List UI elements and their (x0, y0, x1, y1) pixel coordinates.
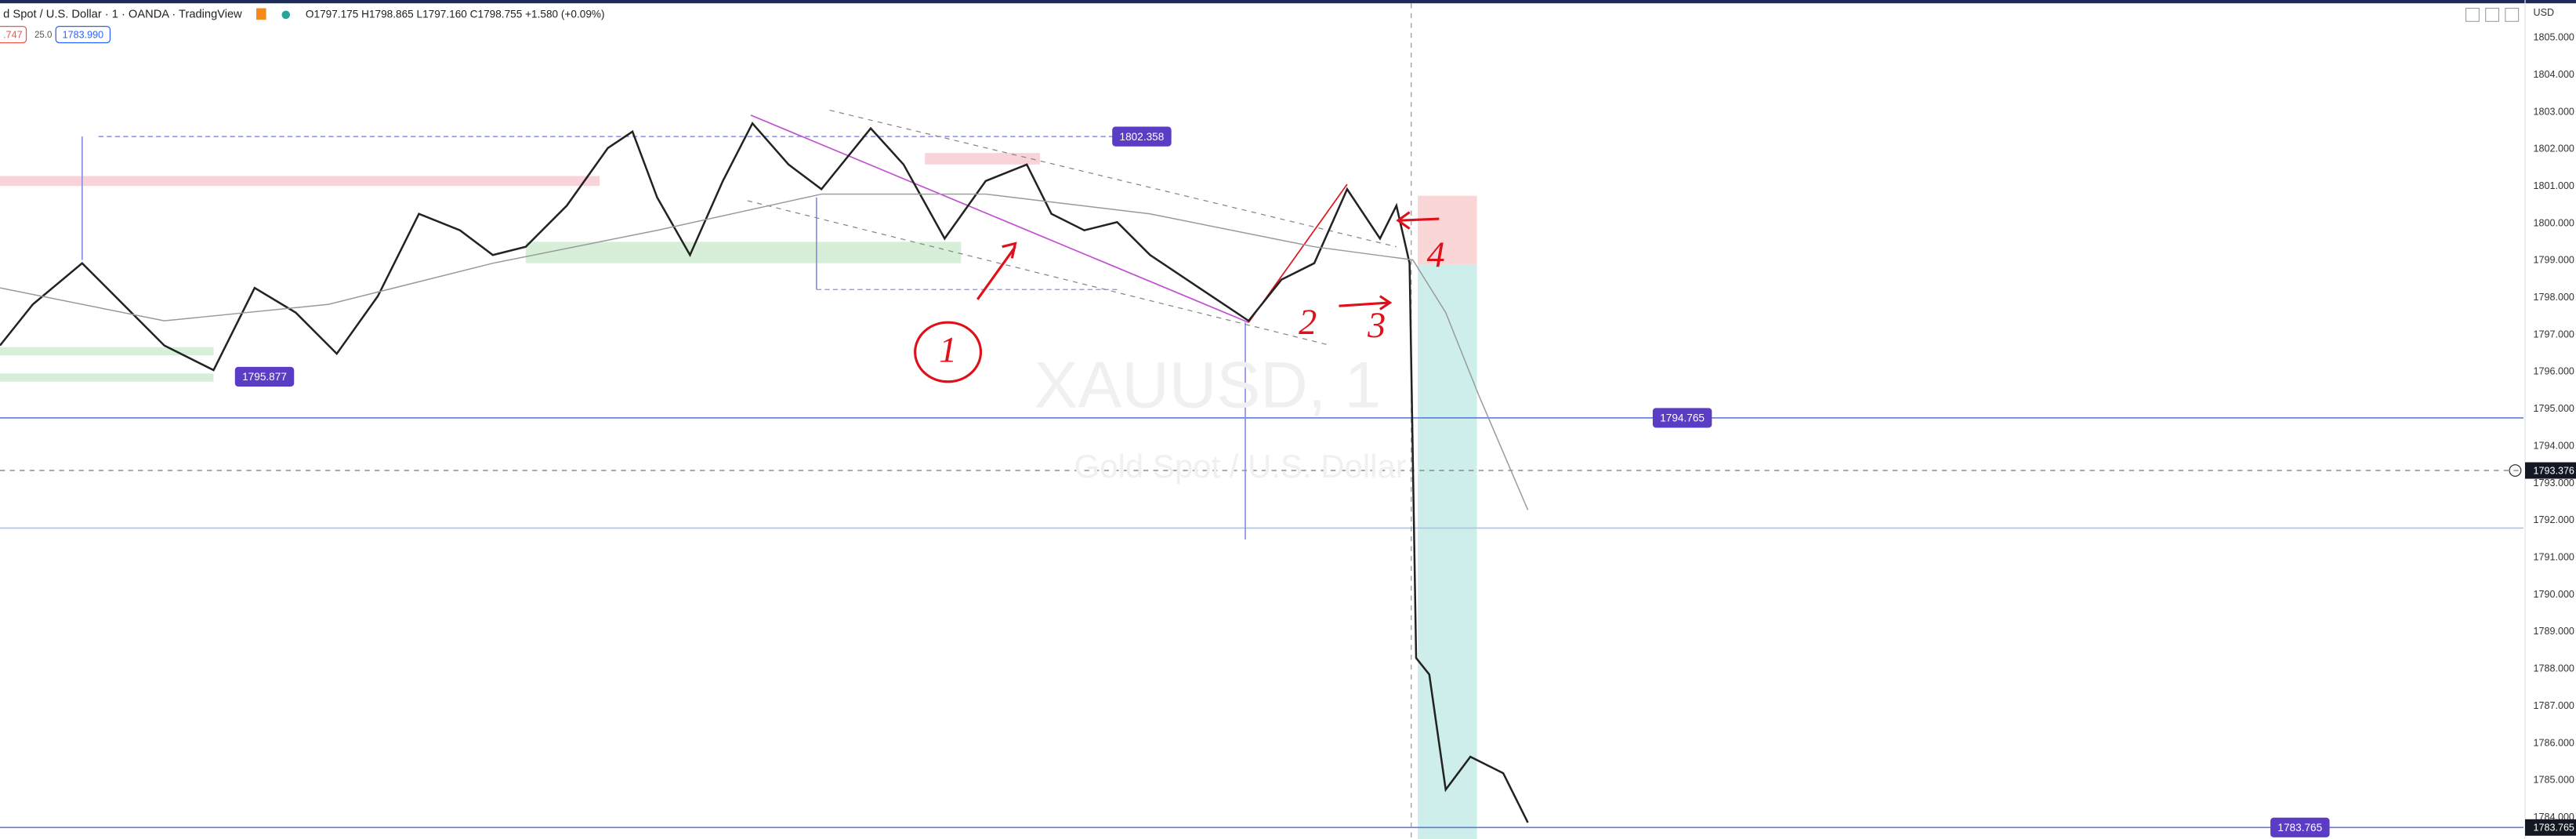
sell-price[interactable]: .747 (3, 29, 22, 40)
ohlc: O1797.175 H1798.865 L1797.160 C1798.755 … (306, 8, 605, 20)
price-axis-label: 1793.000 (2533, 478, 2574, 489)
annotation-arrow (1339, 295, 1393, 311)
spread: 25.0 (34, 31, 52, 40)
annotation: 2 (1299, 302, 1317, 342)
price-axis-label: 1790.000 (2533, 589, 2574, 600)
demand-zone (525, 242, 962, 263)
svg-text:1783.765: 1783.765 (2277, 822, 2322, 834)
price-axis-label: 1801.000 (2533, 180, 2574, 191)
price-axis-label: 1800.000 (2533, 217, 2574, 228)
channel-line (829, 109, 1397, 248)
last-price-label: 1783.765 (2525, 819, 2576, 836)
price-axis-label: 1802.000 (2533, 143, 2574, 154)
annotation-arrow (976, 242, 1017, 300)
moving-average (0, 193, 1529, 510)
price-axis-label: 1785.000 (2533, 775, 2574, 786)
price-tag: 1802.358 (1112, 126, 1172, 147)
price-axis-label: 1794.000 (2533, 440, 2574, 451)
price-axis-label: 1804.000 (2533, 69, 2574, 80)
watermark-description: Gold Spot / U.S. Dollar (1074, 448, 1407, 485)
demand-zone (0, 373, 214, 382)
price-tag: 1794.765 (1652, 408, 1712, 428)
price-axis-label: 1796.000 (2533, 366, 2574, 377)
svg-text:1793.376: 1793.376 (2533, 465, 2574, 476)
price-tag: 1795.877 (234, 366, 295, 387)
price-axis-label: 1787.000 (2533, 700, 2574, 711)
channel-line (747, 200, 1331, 347)
price-axis-label: 1792.000 (2533, 514, 2574, 525)
demand-zone (0, 347, 214, 356)
price-axis-label: 1798.000 (2533, 292, 2574, 303)
price-axis-label: 1789.000 (2533, 626, 2574, 637)
supply-zone (0, 176, 600, 187)
annotation: 1 (939, 330, 957, 370)
price-axis-label: 1799.000 (2533, 255, 2574, 266)
trend-line (750, 114, 1249, 323)
target-zone (1418, 264, 1477, 839)
price-axis-label: 1791.000 (2533, 552, 2574, 563)
stop-zone (1418, 195, 1477, 265)
symbol-title: d Spot / U.S. Dollar · 1 · OANDA · Tradi… (3, 9, 242, 21)
annotation: 4 (1427, 234, 1445, 274)
buy-price[interactable]: 1783.990 (63, 29, 103, 40)
currency-label[interactable]: USD (2533, 7, 2554, 18)
svg-text:1802.358: 1802.358 (1120, 131, 1165, 143)
supply-zone (925, 153, 1040, 165)
price-axis-label: 1797.000 (2533, 329, 2574, 340)
price-axis-label: 1786.000 (2533, 737, 2574, 748)
annotation: 3 (1367, 305, 1386, 345)
watermark-symbol: XAUUSD, 1 (1034, 347, 1381, 421)
price-axis-label: 1803.000 (2533, 106, 2574, 117)
price-axis-label: 1788.000 (2533, 663, 2574, 674)
price-line (0, 122, 1529, 823)
price-tag: 1783.765 (2270, 817, 2330, 837)
svg-text:1795.877: 1795.877 (242, 371, 287, 383)
annotation-arrow (1396, 211, 1440, 230)
price-axis-label: 1795.000 (2533, 403, 2574, 414)
price-axis-label: 1805.000 (2533, 32, 2574, 43)
annotation-circle (914, 321, 983, 383)
svg-text:1794.765: 1794.765 (1660, 412, 1705, 424)
svg-text:1783.765: 1783.765 (2533, 823, 2574, 834)
current-price-label: 1793.376 (2509, 462, 2576, 479)
window-controls[interactable] (2465, 7, 2520, 22)
